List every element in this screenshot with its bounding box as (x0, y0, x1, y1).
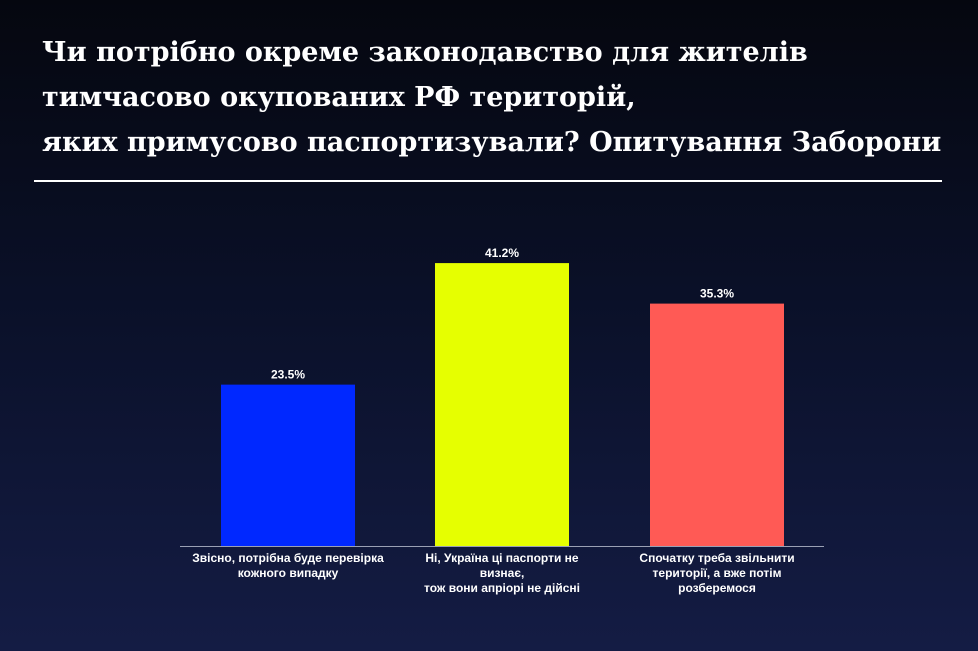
category-label-2-line-1: Ні, Україна ці паспорти не визнає, (425, 551, 579, 580)
category-label-1-line-2: кожного випадку (237, 566, 339, 580)
data-label-3: 35.3% (700, 287, 734, 301)
title-line-2: тимчасово окупованих РФ територій, (42, 82, 636, 113)
category-label-1: Звісно, потрібна буде перевірка кожного в… (188, 551, 388, 581)
title-divider (34, 180, 942, 182)
category-label-3-line-3: розберемося (678, 581, 756, 595)
bar-3 (650, 303, 784, 546)
data-label-2: 41.2% (485, 246, 519, 260)
bar-2 (435, 263, 569, 546)
category-label-2-line-2: тож вони апріорі не дійсні (424, 581, 580, 595)
category-label-2: Ні, Україна ці паспорти не визнає, тож во… (402, 551, 602, 596)
title-line-1: Чи потрібно окреме законодавство для жит… (42, 37, 808, 68)
category-label-3: Спочатку треба звільнити території, а вже… (617, 551, 817, 596)
chart-title: Чи потрібно окреме законодавство для жит… (42, 30, 942, 165)
title-line-3: яких примусово паспортизували? Опитуванн… (42, 127, 942, 158)
category-label-3-line-1: Спочатку треба звільнити (639, 551, 795, 565)
category-label-1-line-1: Звісно, потрібна буде перевірка (192, 551, 384, 565)
category-label-3-line-2: території, а вже потім (652, 566, 782, 580)
bar-1 (221, 384, 355, 546)
data-label-1: 23.5% (271, 368, 305, 382)
